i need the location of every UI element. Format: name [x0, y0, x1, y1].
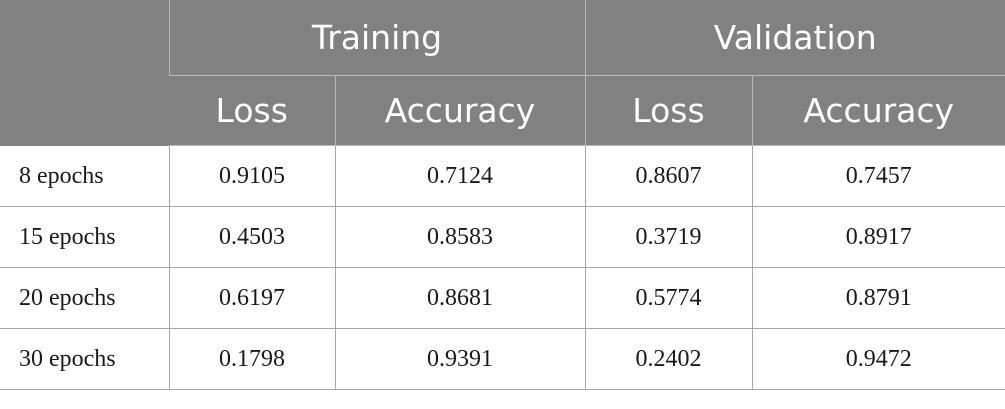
header-training-accuracy: Accuracy [334, 75, 585, 146]
table-row: 15 epochs 0.4503 0.8583 0.3719 0.8917 [0, 206, 1005, 268]
training-accuracy-cell: 0.7124 [334, 145, 585, 207]
validation-accuracy-cell: 0.9472 [751, 328, 1005, 390]
row-label: 8 epochs [0, 145, 169, 207]
header-group-validation: Validation [584, 0, 1005, 76]
training-accuracy-cell: 0.8583 [334, 206, 585, 268]
row-label: 30 epochs [0, 328, 169, 390]
table-row: 8 epochs 0.9105 0.7124 0.8607 0.7457 [0, 145, 1005, 207]
validation-accuracy-cell: 0.8791 [751, 267, 1005, 329]
validation-loss-cell: 0.3719 [584, 206, 752, 268]
training-loss-cell: 0.6197 [168, 267, 335, 329]
validation-loss-cell: 0.5774 [584, 267, 752, 329]
row-label: 20 epochs [0, 267, 169, 329]
table-header: Training Validation Loss Accuracy Loss A… [0, 0, 1005, 146]
header-validation-loss: Loss [584, 75, 752, 146]
training-loss-cell: 0.1798 [168, 328, 335, 390]
training-loss-cell: 0.9105 [168, 145, 335, 207]
row-label: 15 epochs [0, 206, 169, 268]
table-row: 30 epochs 0.1798 0.9391 0.2402 0.9472 [0, 328, 1005, 390]
header-validation-accuracy: Accuracy [751, 75, 1005, 146]
training-accuracy-cell: 0.8681 [334, 267, 585, 329]
header-corner-cell [0, 0, 169, 146]
validation-accuracy-cell: 0.7457 [751, 145, 1005, 207]
validation-accuracy-cell: 0.8917 [751, 206, 1005, 268]
table-row: 20 epochs 0.6197 0.8681 0.5774 0.8791 [0, 267, 1005, 329]
results-table: Training Validation Loss Accuracy Loss A… [0, 0, 1005, 390]
training-accuracy-cell: 0.9391 [334, 328, 585, 390]
validation-loss-cell: 0.2402 [584, 328, 752, 390]
header-group-row: Training Validation [0, 0, 1005, 146]
training-loss-cell: 0.4503 [168, 206, 335, 268]
header-training-loss: Loss [169, 75, 335, 146]
validation-loss-cell: 0.8607 [584, 145, 752, 207]
header-group-training: Training [168, 0, 585, 76]
table-body: 8 epochs 0.9105 0.7124 0.8607 0.7457 15 … [0, 145, 1005, 390]
